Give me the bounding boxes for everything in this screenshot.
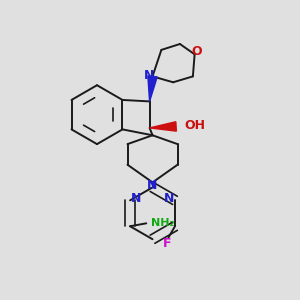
- Text: N: N: [147, 179, 158, 192]
- Text: F: F: [163, 237, 171, 250]
- Text: N: N: [164, 192, 174, 206]
- Polygon shape: [150, 122, 176, 131]
- Polygon shape: [148, 76, 157, 101]
- Text: NH₂: NH₂: [151, 218, 175, 228]
- Text: N: N: [144, 69, 154, 82]
- Text: N: N: [131, 192, 141, 206]
- Text: OH: OH: [184, 119, 205, 132]
- Text: O: O: [192, 45, 202, 58]
